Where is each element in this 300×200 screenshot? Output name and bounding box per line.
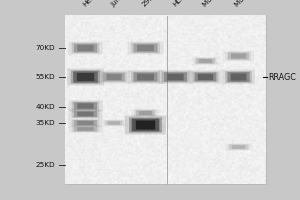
Text: HL60: HL60 [171, 0, 189, 8]
FancyBboxPatch shape [68, 42, 103, 54]
FancyBboxPatch shape [74, 120, 97, 126]
FancyBboxPatch shape [104, 120, 124, 126]
FancyBboxPatch shape [190, 71, 221, 84]
FancyBboxPatch shape [134, 44, 158, 52]
FancyBboxPatch shape [225, 143, 252, 151]
FancyBboxPatch shape [228, 52, 249, 60]
FancyBboxPatch shape [72, 43, 99, 53]
FancyBboxPatch shape [195, 73, 216, 81]
Text: RRAGC: RRAGC [268, 72, 296, 82]
FancyBboxPatch shape [106, 121, 123, 125]
FancyBboxPatch shape [131, 43, 160, 53]
FancyBboxPatch shape [137, 45, 154, 51]
FancyBboxPatch shape [128, 70, 163, 84]
FancyBboxPatch shape [71, 70, 100, 84]
FancyBboxPatch shape [134, 72, 158, 82]
FancyBboxPatch shape [199, 59, 212, 63]
FancyBboxPatch shape [167, 74, 184, 80]
FancyBboxPatch shape [68, 125, 103, 133]
FancyBboxPatch shape [193, 72, 218, 82]
FancyBboxPatch shape [77, 112, 94, 116]
FancyBboxPatch shape [162, 71, 189, 83]
FancyBboxPatch shape [108, 121, 120, 125]
FancyBboxPatch shape [74, 111, 97, 117]
FancyBboxPatch shape [231, 73, 246, 81]
FancyBboxPatch shape [137, 74, 154, 80]
FancyBboxPatch shape [68, 119, 103, 127]
FancyBboxPatch shape [125, 116, 166, 134]
FancyBboxPatch shape [231, 53, 246, 59]
FancyBboxPatch shape [158, 70, 193, 84]
FancyBboxPatch shape [134, 110, 157, 116]
FancyBboxPatch shape [72, 110, 99, 118]
FancyBboxPatch shape [223, 51, 254, 61]
FancyBboxPatch shape [74, 126, 97, 132]
Bar [64, 15, 266, 184]
FancyBboxPatch shape [101, 72, 127, 82]
FancyBboxPatch shape [198, 74, 213, 80]
FancyBboxPatch shape [225, 71, 252, 83]
FancyBboxPatch shape [192, 57, 219, 65]
FancyBboxPatch shape [68, 109, 103, 119]
FancyBboxPatch shape [136, 120, 155, 130]
FancyBboxPatch shape [194, 58, 217, 64]
FancyBboxPatch shape [77, 103, 94, 109]
FancyBboxPatch shape [136, 110, 155, 116]
FancyBboxPatch shape [132, 119, 159, 131]
FancyBboxPatch shape [74, 102, 97, 110]
Text: 293T: 293T [141, 0, 158, 8]
FancyBboxPatch shape [72, 126, 99, 132]
FancyBboxPatch shape [128, 42, 163, 54]
Text: 25KD: 25KD [36, 162, 56, 168]
Text: 40KD: 40KD [36, 104, 56, 110]
Text: 35KD: 35KD [36, 120, 56, 126]
FancyBboxPatch shape [77, 73, 94, 81]
Text: HeLa: HeLa [81, 0, 98, 8]
Text: Mouse ovary: Mouse ovary [234, 0, 271, 8]
FancyBboxPatch shape [77, 127, 94, 131]
FancyBboxPatch shape [98, 71, 130, 84]
FancyBboxPatch shape [139, 111, 152, 115]
FancyBboxPatch shape [222, 70, 255, 84]
FancyBboxPatch shape [229, 144, 248, 150]
FancyBboxPatch shape [131, 71, 160, 83]
FancyBboxPatch shape [232, 145, 245, 149]
Text: Mouse lung: Mouse lung [201, 0, 235, 8]
Text: Jurkat: Jurkat [110, 0, 129, 8]
FancyBboxPatch shape [132, 109, 159, 117]
FancyBboxPatch shape [74, 44, 97, 52]
Text: 70KD: 70KD [36, 45, 56, 51]
FancyBboxPatch shape [227, 144, 250, 150]
FancyBboxPatch shape [67, 69, 104, 85]
FancyBboxPatch shape [72, 119, 99, 127]
FancyBboxPatch shape [73, 71, 98, 83]
FancyBboxPatch shape [106, 74, 122, 80]
FancyBboxPatch shape [77, 121, 94, 125]
FancyBboxPatch shape [196, 58, 215, 64]
FancyBboxPatch shape [77, 45, 94, 51]
FancyBboxPatch shape [101, 119, 127, 127]
FancyBboxPatch shape [164, 72, 187, 82]
Text: 55KD: 55KD [36, 74, 56, 80]
FancyBboxPatch shape [103, 73, 125, 81]
FancyBboxPatch shape [227, 72, 250, 82]
FancyBboxPatch shape [72, 101, 99, 111]
FancyBboxPatch shape [68, 100, 103, 112]
FancyBboxPatch shape [226, 52, 251, 60]
FancyBboxPatch shape [129, 117, 162, 133]
